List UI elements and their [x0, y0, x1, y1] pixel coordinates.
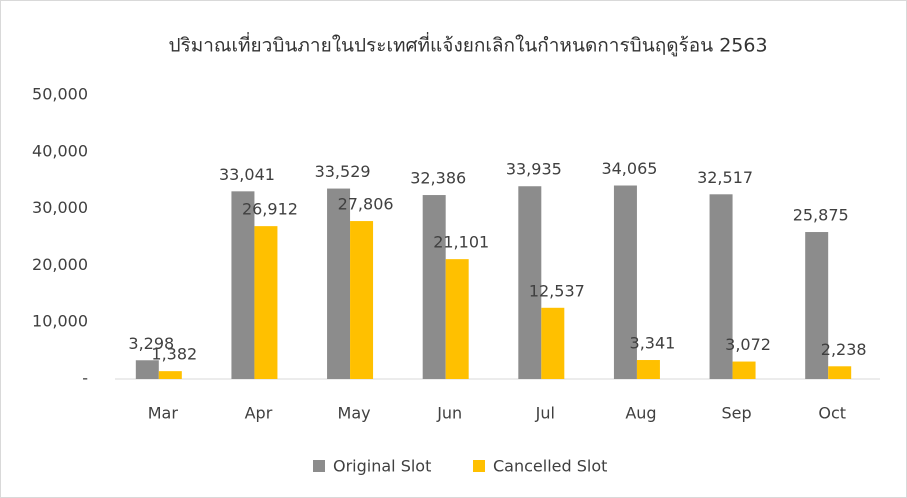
bar [709, 194, 733, 379]
x-tick-label: Jul [535, 404, 555, 423]
x-tick-label: May [338, 404, 371, 423]
y-tick-label: 20,000 [32, 255, 88, 274]
bar [518, 186, 542, 379]
y-tick-label: 10,000 [32, 312, 88, 331]
y-tick-label: 40,000 [32, 141, 88, 160]
data-label: 25,875 [793, 206, 849, 225]
legend-swatch [473, 460, 485, 472]
data-label: 2,238 [821, 340, 867, 359]
legend-label: Original Slot [333, 457, 431, 476]
bar [828, 366, 852, 379]
bar [327, 188, 351, 379]
bar [732, 361, 756, 379]
data-label: 32,386 [410, 169, 466, 188]
x-tick-label: Jun [436, 404, 462, 423]
bar [613, 185, 637, 379]
x-tick-label: Apr [245, 404, 273, 423]
data-label: 33,529 [315, 162, 371, 181]
y-tick-label: - [82, 369, 88, 388]
legend-label: Cancelled Slot [493, 457, 607, 476]
y-tick-label: 50,000 [32, 85, 88, 104]
x-tick-label: Mar [148, 404, 179, 423]
x-tick-label: Sep [721, 404, 751, 423]
x-tick-label: Oct [818, 404, 846, 423]
bar [541, 307, 565, 379]
data-label: 33,041 [219, 165, 275, 184]
bar [805, 232, 829, 379]
bar [445, 259, 469, 379]
data-label: 1,382 [151, 345, 197, 364]
data-label: 12,537 [529, 281, 585, 300]
bar [636, 360, 660, 379]
bar [158, 371, 182, 379]
data-label: 32,517 [697, 168, 753, 187]
bar [422, 195, 446, 379]
data-label: 34,065 [601, 159, 657, 178]
data-label: 21,101 [433, 233, 489, 252]
bar [135, 360, 159, 379]
data-label: 27,806 [338, 195, 394, 214]
bar [254, 226, 278, 379]
bar [231, 191, 255, 379]
bar [350, 221, 374, 379]
legend-swatch [313, 460, 325, 472]
data-label: 3,298 [128, 334, 174, 353]
data-label: 26,912 [242, 200, 298, 219]
data-label: 33,935 [506, 160, 562, 179]
data-label: 3,341 [630, 334, 676, 353]
y-tick-label: 30,000 [32, 198, 88, 217]
data-label: 3,072 [725, 335, 771, 354]
chart-title: ปริมาณเที่ยวบินภายในประเทศที่แจ้งยกเลิกใ… [168, 32, 767, 57]
x-tick-label: Aug [625, 404, 656, 423]
